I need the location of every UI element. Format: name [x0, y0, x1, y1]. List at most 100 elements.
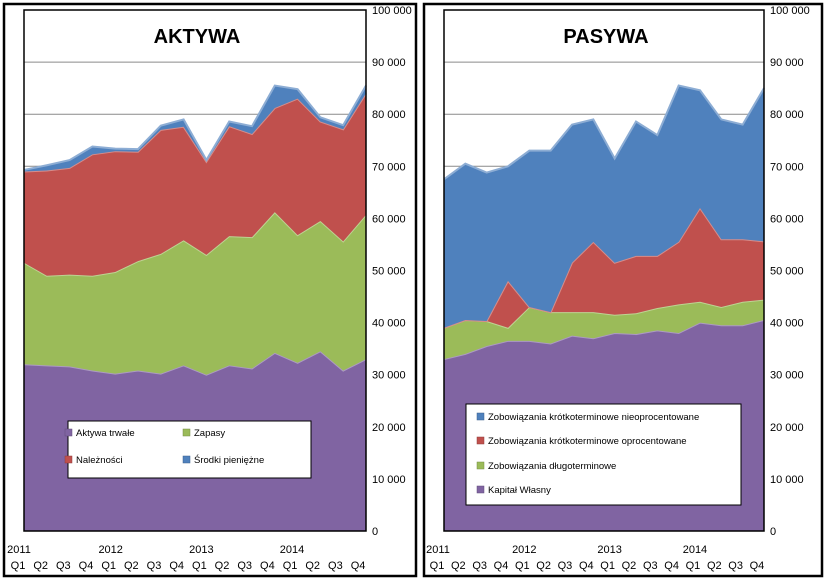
x-tick-label: Q2: [707, 560, 722, 572]
y-tick-label: 20 000: [372, 422, 406, 434]
area-series-edge-4: [443, 84, 765, 181]
y-tick-label: 90 000: [372, 57, 406, 69]
y-tick-label: 30 000: [372, 370, 406, 382]
legend-box: [465, 403, 742, 506]
y-tick-label: 10 000: [372, 474, 406, 486]
year-label: 2014: [280, 544, 304, 556]
y-axis: 0 10 000 20 000 30 000 40 000 50 000 60 000 70 …: [770, 5, 810, 538]
y-tick-label: 10 000: [770, 474, 804, 486]
legend-swatch: [476, 436, 485, 445]
y-tick-label: 90 000: [770, 57, 804, 69]
x-tick-label: Q2: [622, 560, 637, 572]
y-tick-label: 70 000: [770, 161, 804, 173]
y-tick-label: 70 000: [372, 161, 406, 173]
legend-label: Zobowiązania krótkoterminowe oprocentowa…: [488, 436, 687, 447]
year-label: 2012: [512, 544, 536, 556]
legend-swatch: [64, 455, 73, 464]
x-tick-label: Q2: [124, 560, 139, 572]
y-tick-label: 0: [372, 526, 378, 538]
year-label: 2011: [426, 544, 450, 556]
x-tick-label: Q3: [147, 560, 162, 572]
y-tick-label: 80 000: [770, 109, 804, 121]
y-tick-label: 40 000: [770, 318, 804, 330]
area-series-2: [444, 299, 764, 360]
year-label: 2013: [597, 544, 621, 556]
y-tick-label: 50 000: [372, 266, 406, 278]
y-tick-label: 30 000: [770, 370, 804, 382]
x-tick-label: Q1: [600, 560, 615, 572]
x-tick-label: Q1: [101, 560, 116, 572]
x-tick-label: Q4: [79, 560, 94, 572]
legend-swatch: [476, 461, 485, 470]
year-label: 2012: [98, 544, 122, 556]
chart-title: PASYWA: [563, 26, 648, 48]
x-axis: Q1 Q2 Q3 Q4 Q1 Q2 Q3 Q4 Q1 Q2 Q3 Q4 Q1 Q2 Q3 Q4 2011 2012…: [7, 544, 365, 572]
area-series-3: [24, 93, 366, 276]
area-series-2: [24, 212, 366, 375]
x-tick-label: Q3: [643, 560, 658, 572]
legend-label: Aktywa trwałe: [76, 428, 135, 439]
y-tick-label: 20 000: [770, 422, 804, 434]
legend-label: Zobowiązania długoterminowe: [488, 461, 616, 472]
y-tick-label: 40 000: [372, 318, 406, 330]
x-tick-label: Q1: [192, 560, 207, 572]
legend-label: Środki pieniężne: [194, 454, 264, 466]
x-tick-label: Q2: [536, 560, 551, 572]
x-tick-label: Q3: [472, 560, 487, 572]
area-series-4: [444, 85, 764, 328]
x-tick-label: Q2: [33, 560, 48, 572]
y-tick-label: 60 000: [770, 213, 804, 225]
x-tick-label: Q4: [494, 560, 509, 572]
x-axis: Q1 Q2 Q3 Q4 Q1 Q2 Q3 Q4 Q1 Q2 Q3 Q4 Q1 Q2 Q3 Q4 2011 2012…: [426, 544, 764, 572]
x-tick-label: Q3: [558, 560, 573, 572]
area-series-edge-4: [23, 84, 367, 171]
x-tick-label: Q2: [305, 560, 320, 572]
x-tick-label: Q4: [351, 560, 366, 572]
x-tick-label: Q3: [328, 560, 343, 572]
x-tick-label: Q4: [169, 560, 184, 572]
area-series-4: [24, 85, 366, 172]
x-tick-label: Q1: [430, 560, 445, 572]
x-tick-label: Q1: [11, 560, 26, 572]
plot-border: [23, 9, 367, 532]
legend-label: Należności: [76, 455, 122, 466]
x-tick-label: Q3: [237, 560, 252, 572]
y-tick-label: 100 000: [770, 5, 810, 17]
year-label: 2013: [189, 544, 213, 556]
plot-border: [443, 9, 765, 532]
legend: Zobowiązania krótkoterminowe nieoprocent…: [465, 403, 742, 506]
legend: Aktywa trwałe Zapasy Należności Środki pien…: [64, 420, 312, 479]
legend-swatch: [476, 485, 485, 494]
legend-swatch: [182, 428, 191, 437]
x-tick-label: Q4: [750, 560, 765, 572]
x-tick-label: Q4: [260, 560, 275, 572]
x-tick-label: Q1: [283, 560, 298, 572]
x-tick-label: Q2: [451, 560, 466, 572]
chart-panel-2: PASYWA 0 10 000 20 000 30 000 40 000 50 000 60 …: [422, 2, 824, 578]
legend-swatch: [182, 455, 191, 464]
x-tick-label: Q4: [664, 560, 679, 572]
legend-swatch: [476, 412, 485, 421]
y-tick-label: 0: [770, 526, 776, 538]
chart-panel-1: AKTYWA 0 10 000 20 000 30 000 40 000 50 000 60 …: [2, 2, 418, 578]
year-label: 2011: [7, 544, 31, 556]
legend-label: Kapitał Własny: [488, 485, 551, 496]
x-tick-label: Q3: [56, 560, 71, 572]
legend-label: Zobowiązania krótkoterminowe nieoprocent…: [488, 412, 699, 423]
x-tick-label: Q3: [728, 560, 743, 572]
y-axis: 0 10 000 20 000 30 000 40 000 50 000 60 000 70 …: [372, 5, 412, 538]
area-series-3: [444, 207, 764, 328]
chart-title: AKTYWA: [154, 26, 241, 48]
legend-label: Zapasy: [194, 428, 225, 439]
year-label: 2014: [683, 544, 707, 556]
y-tick-label: 80 000: [372, 109, 406, 121]
legend-swatch: [64, 428, 73, 437]
x-tick-label: Q1: [686, 560, 701, 572]
x-tick-label: Q2: [215, 560, 230, 572]
y-tick-label: 50 000: [770, 266, 804, 278]
y-tick-label: 100 000: [372, 5, 412, 17]
x-tick-label: Q1: [515, 560, 530, 572]
x-tick-label: Q4: [579, 560, 594, 572]
